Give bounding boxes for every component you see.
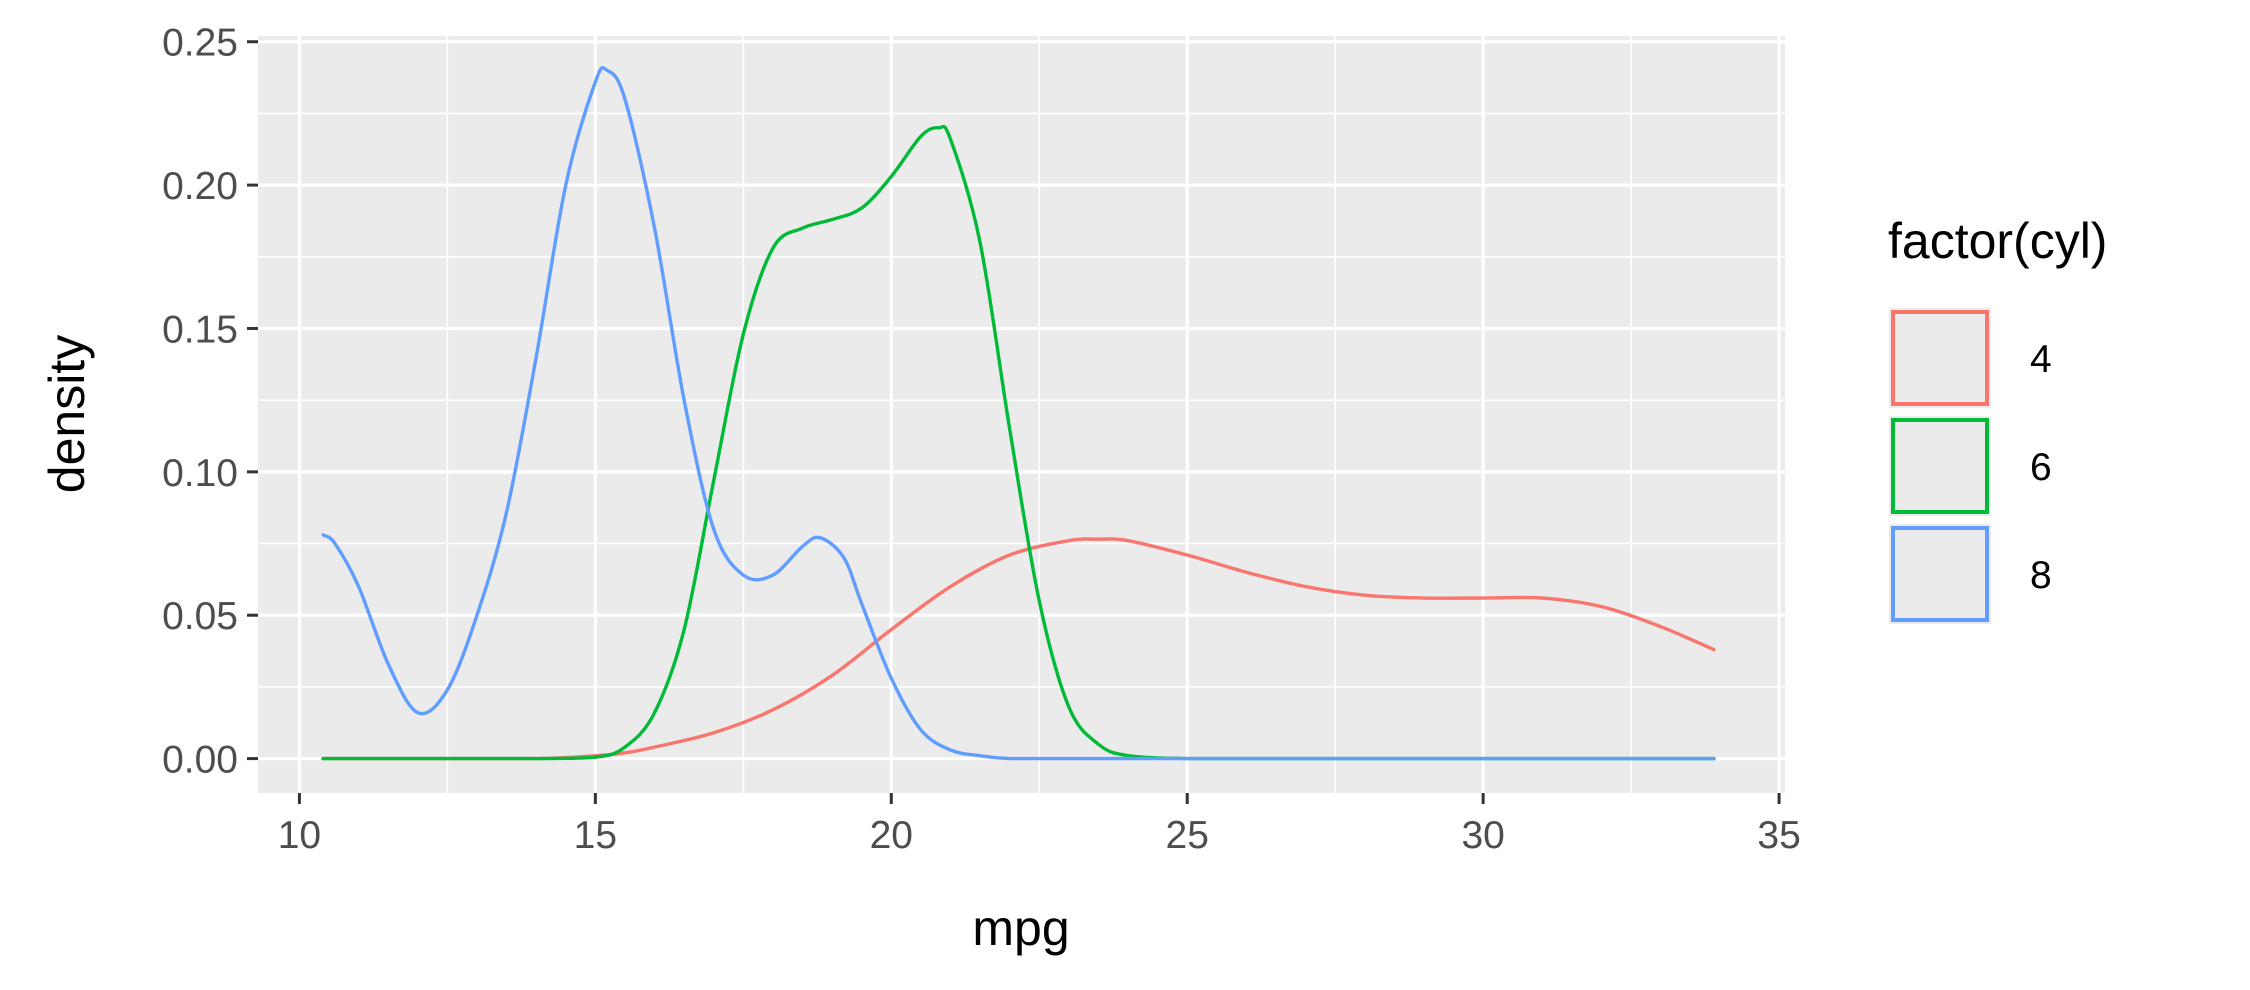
legend-keys: 4 6 8 [1889,308,2052,624]
y-tick-label: 0.15 [162,308,238,351]
x-axis: 10 15 20 25 30 35 [278,793,1801,857]
x-tick-label: 25 [1166,814,1209,857]
y-tick-label: 0.00 [162,739,238,782]
y-axis: 0.00 0.05 0.10 0.15 0.20 0.25 [162,22,258,782]
x-tick-label: 10 [278,814,321,857]
density-line-8 [321,66,1716,761]
x-tick-label: 35 [1757,814,1800,857]
legend-key-swatch-4 [1891,310,1989,406]
minor-grid [258,36,1785,793]
panel-background [258,36,1785,793]
legend-key-swatch-6 [1891,418,1989,514]
x-tick-label: 15 [574,814,617,857]
legend-title: factor(cyl) [1888,213,2107,269]
x-tick-label: 20 [870,814,913,857]
x-tick-label: 30 [1461,814,1504,857]
legend-key-swatch-8 [1891,526,1989,622]
y-tick-label: 0.10 [162,452,238,495]
y-tick-label: 0.20 [162,165,238,208]
series-lines [321,66,1716,761]
y-tick-label: 0.25 [162,22,238,65]
legend-label-4: 4 [2030,338,2052,381]
legend-key-background [1889,308,1991,408]
legend-key-background [1889,416,1991,516]
legend-label-6: 6 [2030,446,2052,489]
legend-key-background [1889,524,1991,624]
x-axis-title: mpg [972,900,1069,956]
legend-label-8: 8 [2030,554,2052,597]
y-tick-label: 0.05 [162,595,238,638]
legend: factor(cyl) 4 6 8 [1888,213,2107,624]
y-axis-title: density [39,335,95,493]
